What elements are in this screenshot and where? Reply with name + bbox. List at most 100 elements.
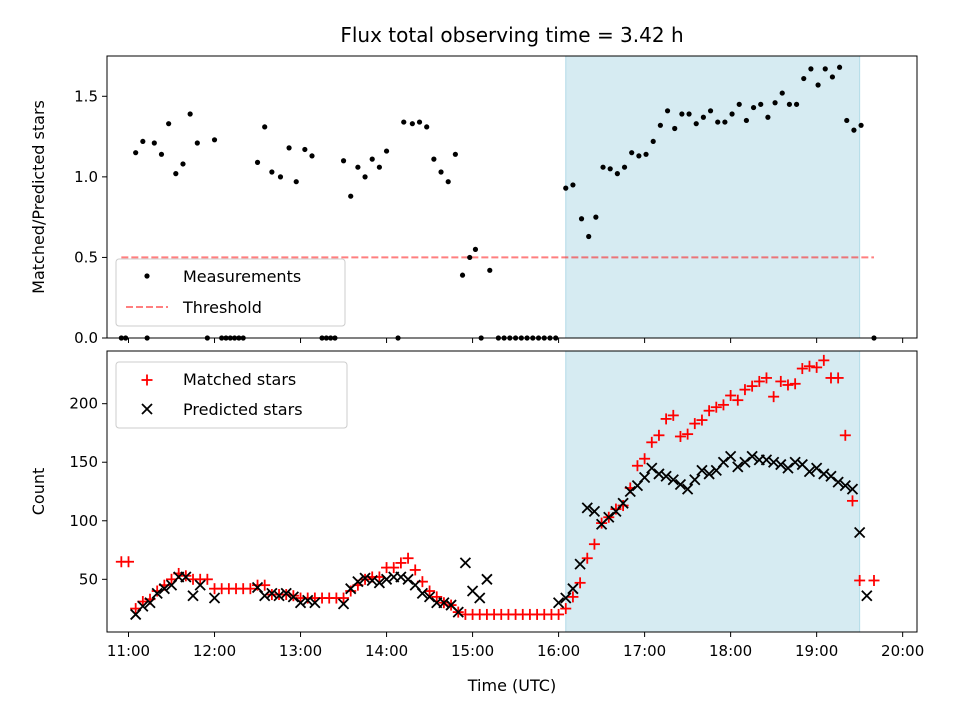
matched-star-point bbox=[653, 429, 665, 441]
measurement-point bbox=[269, 169, 275, 175]
measurement-point bbox=[664, 108, 671, 114]
matched-star-point bbox=[646, 436, 658, 448]
x-tick-label: 15:00 bbox=[451, 642, 494, 660]
matched-star-point bbox=[732, 394, 744, 406]
predicted-star-point bbox=[302, 594, 314, 607]
predicted-star-point bbox=[395, 571, 407, 583]
legend-label-threshold: Threshold bbox=[182, 298, 262, 317]
measurement-point bbox=[166, 121, 172, 127]
measurement-point bbox=[636, 153, 642, 159]
measurement-point bbox=[686, 111, 692, 117]
matched-star-point bbox=[717, 399, 729, 411]
measurement-point bbox=[829, 74, 836, 80]
y-axis-label: Count bbox=[29, 468, 48, 516]
y-tick-label: 150 bbox=[69, 453, 98, 471]
measurement-point bbox=[722, 119, 728, 125]
measurement-point bbox=[180, 161, 186, 167]
predicted-star-point bbox=[689, 474, 701, 486]
measurement-point bbox=[362, 174, 368, 180]
measurement-points bbox=[118, 64, 877, 341]
matched-star-point bbox=[796, 363, 808, 375]
measurement-point bbox=[472, 246, 479, 252]
matched-star-point bbox=[768, 391, 780, 403]
predicted-star-point bbox=[825, 470, 837, 482]
predicted-star-point bbox=[832, 476, 844, 488]
matched-star-point bbox=[739, 384, 751, 396]
legend: Measurements Threshold bbox=[115, 258, 346, 327]
matched-star-point bbox=[123, 556, 135, 568]
measurement-point bbox=[348, 193, 354, 199]
plot-frame bbox=[106, 350, 918, 633]
measurement-point bbox=[431, 156, 437, 162]
measurement-point bbox=[487, 267, 493, 273]
measurement-point bbox=[262, 124, 268, 130]
measurement-point bbox=[765, 114, 771, 120]
measurement-point bbox=[578, 216, 585, 222]
matched-star-point bbox=[868, 574, 880, 586]
measurement-point bbox=[758, 101, 764, 107]
predicted-star-point bbox=[266, 587, 278, 599]
predicted-star-point bbox=[603, 511, 615, 523]
measurement-point bbox=[693, 121, 699, 127]
legend-marker-measurements bbox=[144, 273, 150, 279]
predicted-star-point bbox=[366, 574, 378, 587]
measurement-point bbox=[786, 101, 793, 107]
count-panel: 50 100 150 200 11:00 12:00 13:00 14:00 15:00 16:… bbox=[29, 350, 924, 660]
matched-star-point bbox=[388, 562, 400, 574]
y-tick-label: 100 bbox=[69, 512, 98, 530]
x-axis-ticks: 11:00 12:00 13:00 14:00 15:00 16:00 17:00 18:00… bbox=[107, 632, 924, 660]
predicted-star-point bbox=[259, 590, 271, 602]
measurement-point bbox=[173, 171, 179, 177]
matched-star-point bbox=[753, 375, 765, 387]
ratio-panel: 0.0 0.5 1.0 1.5 Matched/Predicted stars Mea… bbox=[29, 55, 918, 347]
measurement-point bbox=[593, 214, 599, 220]
y-tick-label: 1.0 bbox=[74, 168, 98, 186]
measurement-point bbox=[309, 153, 315, 159]
measurement-point bbox=[836, 64, 843, 70]
predicted-star-point bbox=[775, 458, 787, 471]
predicted-star-point bbox=[144, 597, 156, 609]
matched-star-point bbox=[689, 418, 701, 430]
predicted-star-point bbox=[667, 474, 679, 486]
legend-label-predicted: Predicted stars bbox=[183, 400, 303, 419]
predicted-star-point bbox=[567, 583, 579, 595]
legend-label-matched: Matched stars bbox=[183, 370, 296, 389]
measurement-point bbox=[700, 114, 706, 120]
predicted-star-point bbox=[158, 583, 170, 595]
measurement-point bbox=[151, 140, 157, 146]
matched-star-point bbox=[811, 361, 823, 373]
matched-star-point bbox=[610, 503, 622, 515]
measurement-point bbox=[187, 111, 193, 117]
predicted-star-point bbox=[423, 591, 436, 603]
predicted-star-point bbox=[624, 485, 636, 498]
matched-star-point bbox=[660, 413, 672, 425]
predicted-star-point bbox=[854, 526, 866, 539]
matched-star-point bbox=[696, 414, 708, 426]
matched-star-point bbox=[775, 375, 787, 387]
measurement-point bbox=[614, 171, 620, 177]
predicted-star-point bbox=[552, 597, 565, 609]
measurement-point bbox=[286, 145, 292, 151]
predicted-star-point bbox=[746, 450, 758, 463]
predicted-star-point bbox=[452, 606, 464, 618]
predicted-star-point bbox=[732, 461, 744, 473]
predicted-star-points bbox=[130, 450, 873, 621]
y-axis-ticks: 50 100 150 200 bbox=[69, 395, 107, 588]
measurement-point bbox=[452, 151, 458, 157]
matched-star-point bbox=[674, 430, 686, 442]
predicted-star-point bbox=[839, 480, 851, 492]
predicted-star-point bbox=[137, 600, 149, 612]
measurement-point bbox=[707, 108, 714, 114]
matched-star-point bbox=[725, 389, 737, 401]
legend-label-measurements: Measurements bbox=[183, 267, 301, 286]
matched-star-point bbox=[201, 573, 213, 585]
measurement-point bbox=[140, 138, 146, 145]
matched-star-point bbox=[581, 552, 593, 564]
predicted-star-point bbox=[481, 573, 493, 585]
predicted-star-point bbox=[416, 587, 429, 599]
measurement-point bbox=[657, 122, 663, 128]
measurement-point bbox=[607, 166, 613, 172]
matched-star-point bbox=[846, 495, 858, 507]
predicted-star-point bbox=[337, 598, 350, 610]
x-tick-label: 14:00 bbox=[365, 642, 408, 660]
